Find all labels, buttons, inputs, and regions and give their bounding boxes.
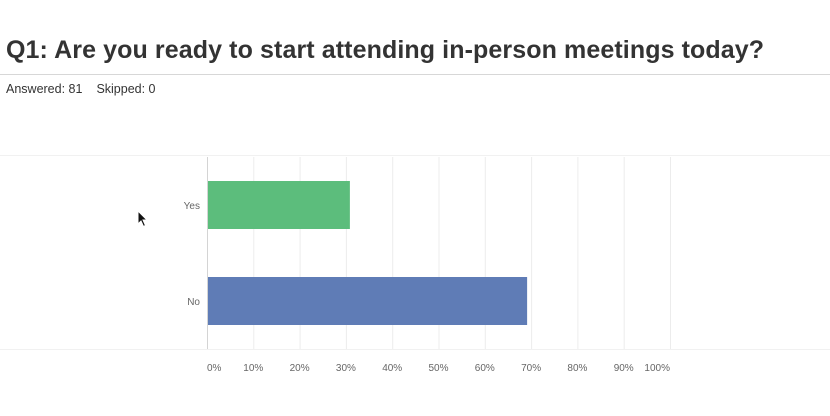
bar-no [208,277,528,325]
x-tick-label: 50% [428,363,448,374]
title-divider [0,74,830,75]
skipped-count: Skipped: 0 [96,82,156,96]
question-title: Q1: Are you ready to start attending in-… [6,36,765,64]
chart-frame-bottom [0,349,830,350]
category-label-yes: Yes [184,201,200,212]
x-tick-label: 40% [382,363,402,374]
category-label-no: No [187,297,200,308]
x-tick-label: 60% [475,363,495,374]
chart-frame-top [0,155,830,156]
x-tick-label: 90% [614,363,634,374]
mouse-cursor-icon [137,210,149,228]
bar-yes [208,181,350,229]
response-summary: Answered: 81 Skipped: 0 [6,82,156,96]
x-tick-label: 30% [336,363,356,374]
x-tick-label: 100% [644,363,670,374]
x-tick-label: 20% [290,363,310,374]
answered-count: Answered: 81 [6,82,83,96]
x-tick-label: 80% [567,363,587,374]
x-tick-label: 70% [521,363,541,374]
x-tick-label: 10% [243,363,263,374]
x-tick-label: 0% [207,363,222,374]
